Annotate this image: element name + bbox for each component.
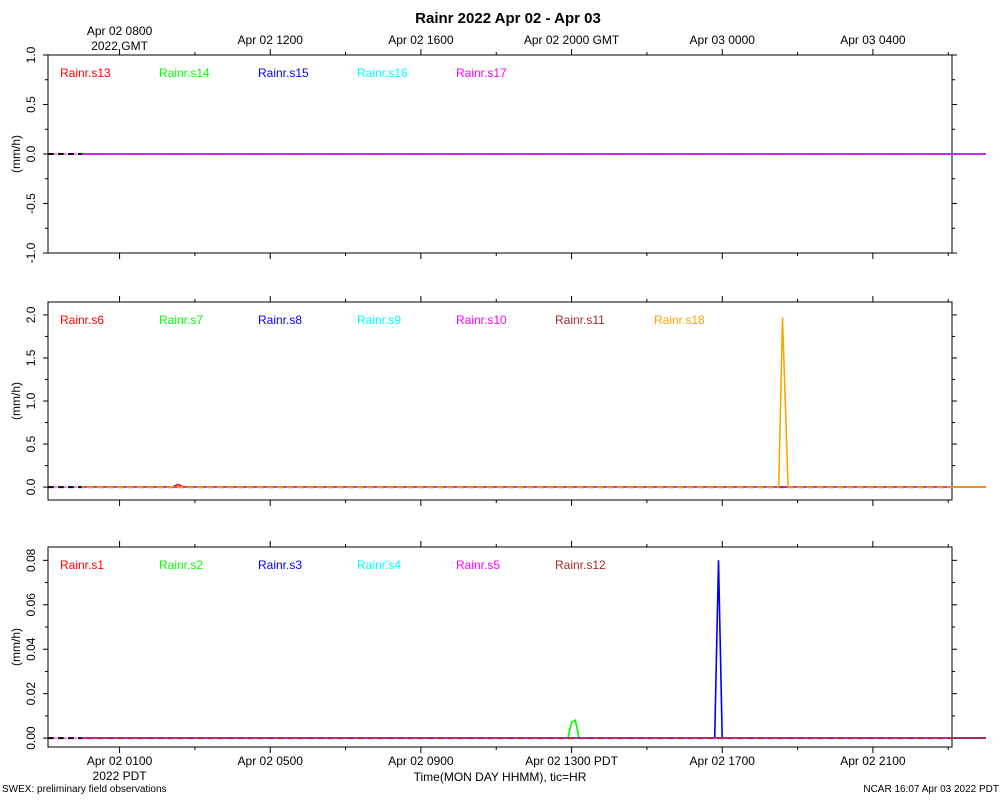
bottom-tick-label: Apr 02 2100: [840, 754, 906, 768]
bottom-tick-sublabel: 2022 PDT: [93, 769, 148, 783]
legend-entry: Rainr.s3: [258, 558, 302, 572]
legend-entry: Rainr.s17: [456, 66, 507, 80]
series-line-rainr-s2: [81, 719, 986, 739]
y-tick-label: 0.5: [24, 96, 38, 113]
footer-left: SWEX: preliminary field observations: [2, 784, 167, 795]
y-tick-label: 1.0: [24, 392, 38, 409]
legend-entry: Rainr.s5: [456, 558, 500, 572]
bottom-tick-label: Apr 02 1700: [690, 754, 756, 768]
y-tick-label: 0.08: [24, 548, 38, 572]
panel-3: 0.00 0.02 0.04 0.06 0.08 (mm/h) Rainr.s1 Rainr.…: [9, 541, 986, 783]
y-tick-label: 0.0: [24, 145, 38, 162]
y-tick-label: 0.06: [24, 593, 38, 617]
y-tick-label: 0.00: [24, 726, 38, 750]
top-tick-label: Apr 02 0800: [87, 24, 153, 38]
y-axis-label: (mm/h): [9, 135, 23, 173]
y-tick-label: 0.5: [24, 435, 38, 452]
legend-entry: Rainr.s12: [555, 558, 606, 572]
panel-1: -1.0 -0.5 0.0 0.5 1.0 (mm/h) Rainr.s13 Rainr.s1…: [9, 24, 986, 263]
legend-entry: Rainr.s6: [60, 313, 104, 327]
legend-entry: Rainr.s7: [159, 313, 203, 327]
footer-right: NCAR 16:07 Apr 03 2022 PDT: [863, 784, 999, 795]
legend-entry: Rainr.s9: [357, 313, 401, 327]
legend-entry: Rainr.s11: [555, 313, 605, 327]
bottom-tick-label: Apr 02 0500: [238, 754, 304, 768]
bottom-tick-label: Apr 02 0900: [388, 754, 454, 768]
legend-entry: Rainr.s8: [258, 313, 302, 327]
series-line-rainr-s3: [81, 560, 986, 739]
top-tick-label: Apr 03 0400: [840, 33, 906, 47]
panel-frame: [47, 301, 953, 501]
y-tick-label: 2.0: [24, 306, 38, 323]
x-axis-label: Time(MON DAY HHMM), tic=HR: [414, 770, 587, 784]
y-tick-label: 1.5: [24, 349, 38, 366]
y-axis-label: (mm/h): [9, 382, 23, 420]
legend-entry: Rainr.s15: [258, 66, 309, 80]
legend-entry: Rainr.s13: [60, 66, 111, 80]
legend-entry: Rainr.s14: [159, 66, 210, 80]
y-tick-label: 0.0: [24, 478, 38, 495]
bottom-tick-label: Apr 02 1300 PDT: [525, 754, 618, 768]
y-tick-label: -0.5: [24, 193, 38, 214]
legend-entry: Rainr.s16: [357, 66, 408, 80]
top-tick-label: Apr 02 1200: [238, 33, 304, 47]
legend-entry: Rainr.s10: [456, 313, 507, 327]
y-axis-label: (mm/h): [9, 628, 23, 666]
chart-title: Rainr 2022 Apr 02 - Apr 03: [415, 10, 601, 27]
bottom-tick-label: Apr 02 0100: [87, 754, 153, 768]
top-tick-label: Apr 03 0000: [690, 33, 756, 47]
y-tick-label: 0.02: [24, 682, 38, 706]
series-line-rainr-s18: [81, 317, 986, 488]
top-tick-label: Apr 02 2000 GMT: [524, 33, 620, 47]
y-tick-label: -1.0: [24, 242, 38, 263]
legend-entry: Rainr.s18: [654, 313, 705, 327]
top-tick-sublabel: 2022 GMT: [91, 39, 148, 53]
panel-2: 0.0 0.5 1.0 1.5 2.0 (mm/h) Rainr.s6 Rainr.s7 Rai…: [9, 296, 986, 506]
panel-frame: [47, 546, 953, 748]
legend-entry: Rainr.s1: [60, 558, 104, 572]
legend-entry: Rainr.s2: [159, 558, 203, 572]
y-tick-label: 0.04: [24, 637, 38, 661]
legend-entry: Rainr.s4: [357, 558, 401, 572]
top-tick-label: Apr 02 1600: [388, 33, 454, 47]
y-tick-label: 1.0: [24, 46, 38, 63]
